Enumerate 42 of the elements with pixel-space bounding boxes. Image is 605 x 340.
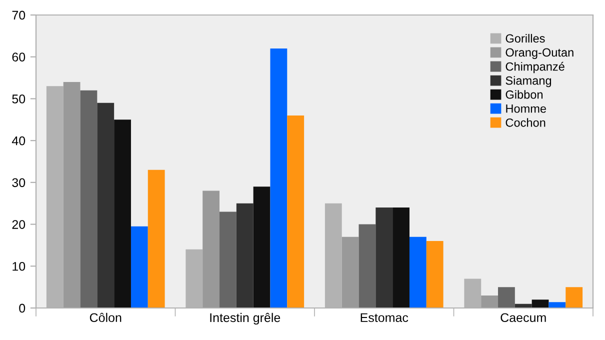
bar bbox=[253, 186, 270, 308]
bar bbox=[63, 82, 80, 308]
bar bbox=[80, 90, 98, 308]
legend-label: Orang-Outan bbox=[506, 48, 574, 59]
bar bbox=[342, 236, 359, 308]
legend-label: Gibbon bbox=[506, 90, 543, 99]
legend-label: Homme bbox=[506, 104, 546, 113]
y-tick-label: 20 bbox=[12, 220, 26, 229]
x-tick-label: Caecum bbox=[500, 313, 546, 322]
bar bbox=[287, 115, 304, 308]
y-tick-label: 40 bbox=[12, 136, 26, 146]
bar bbox=[532, 300, 549, 308]
bar bbox=[236, 203, 254, 308]
legend-label: Siamang bbox=[506, 76, 552, 88]
x-tick-label: Intestin grêle bbox=[210, 312, 280, 325]
y-tick-label: 30 bbox=[12, 178, 26, 188]
bar bbox=[566, 287, 583, 308]
y-tick-label: 60 bbox=[12, 52, 26, 62]
y-tick-label: 50 bbox=[12, 94, 26, 104]
bar bbox=[148, 170, 165, 308]
bar bbox=[97, 102, 114, 308]
bar bbox=[392, 208, 410, 308]
bar bbox=[358, 224, 376, 308]
bar bbox=[426, 241, 444, 308]
bar bbox=[202, 190, 220, 308]
legend-label: Gorilles bbox=[506, 34, 545, 43]
legend-label: Chimpanzé bbox=[506, 62, 564, 74]
legend-label: Cochon bbox=[506, 118, 546, 127]
x-tick-label: Côlon bbox=[90, 312, 122, 322]
bar bbox=[498, 287, 515, 308]
bar bbox=[130, 226, 148, 308]
y-tick-label: 10 bbox=[12, 262, 26, 271]
x-tick-label: Estomac bbox=[360, 313, 408, 322]
bar bbox=[548, 302, 566, 308]
y-tick-label: 70 bbox=[12, 10, 26, 20]
bar bbox=[270, 48, 288, 308]
bar bbox=[114, 120, 131, 308]
bar bbox=[409, 236, 426, 308]
bar bbox=[376, 208, 393, 308]
bar bbox=[481, 295, 498, 308]
y-tick-label: 0 bbox=[19, 304, 26, 313]
bar bbox=[220, 212, 236, 308]
